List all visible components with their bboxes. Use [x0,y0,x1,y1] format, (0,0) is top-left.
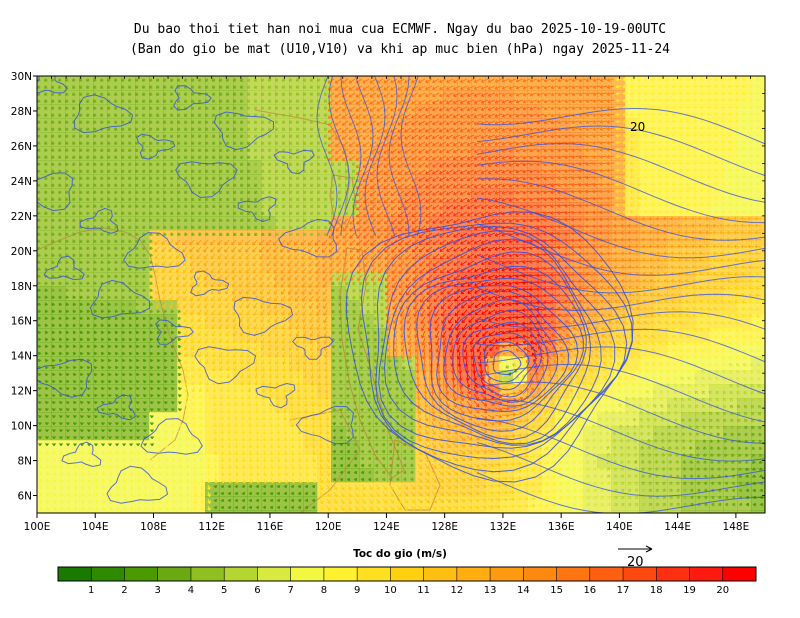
colorbar-swatch [490,567,524,581]
colorbar-tick-label: 9 [354,585,360,596]
lat-tick-label: 18N [11,281,32,293]
colorbar-tick-label: 5 [221,585,227,596]
colorbar-tick-label: 3 [155,585,161,596]
lon-tick-label: 100E [24,521,51,533]
colorbar-swatch [290,567,325,581]
colorbar-swatch [190,567,225,581]
colorbar-swatch [423,567,458,581]
colorbar-swatch [323,567,358,581]
reference-vector-label: 20 [627,555,644,570]
map-axes: 100E 104E 108E 112E 116E 120E 124E 128E 132E 136E… [11,71,765,533]
lat-tick-label: 28N [11,106,32,118]
colorbar-swatch [456,567,491,581]
colorbar-tick-label: 13 [484,585,497,596]
colorbar-tick-label: 12 [450,585,463,596]
colorbar-swatch [124,567,159,581]
colorbar-tick-label: 18 [650,585,663,596]
lon-tick-label: 148E [723,521,750,533]
colorbar-tick-label: 17 [617,585,630,596]
colorbar-tick-label: 10 [384,585,397,596]
colorbar-tick-label: 6 [254,585,260,596]
lon-tick-label: 112E [198,521,225,533]
colorbar-tick-label: 14 [517,585,530,596]
lon-tick-label: 140E [606,521,633,533]
colorbar-tick-label: 1 [88,585,94,596]
colorbar-tick-label: 2 [121,585,127,596]
lon-tick-label: 116E [257,521,284,533]
lon-tick-label: 136E [548,521,575,533]
pressure-contours [37,76,765,513]
colorbar-tick-label: 4 [188,585,194,596]
map-title-line2: (Ban do gio be mat (U10,V10) va khi ap m… [129,42,671,57]
lat-tick-label: 8N [17,456,32,468]
colorbar-swatch [257,567,291,581]
lon-tick-label: 120E [315,521,342,533]
colorbar-title: Toc do gio (m/s) [353,548,447,560]
lat-tick-label: 16N [11,316,32,328]
colorbar-tick-label: 16 [583,585,596,596]
lon-tick-label: 144E [664,521,691,533]
lon-tick-label: 108E [140,521,167,533]
colorbar-tick-label: 7 [287,585,293,596]
colorbar-swatch [589,567,624,581]
reference-vector: 20 [618,545,653,570]
colorbar-swatch [390,567,424,581]
colorbar-swatch [656,567,690,581]
map-title-line1: Du bao thoi tiet han noi mua cua ECMWF. … [133,22,667,37]
lat-tick-label: 14N [11,351,32,363]
colorbar-swatch [58,567,92,581]
colorbar-swatch [224,567,258,581]
colorbar-swatch [91,567,125,581]
lon-tick-label: 124E [373,521,400,533]
lat-tick-label: 12N [11,386,32,398]
lon-tick-label: 128E [431,521,458,533]
colorbar-tick-label: 20 [716,585,729,596]
colorbar-frame [57,566,757,582]
colorbar-tick-label: 8 [321,585,327,596]
colorbar-swatch [722,567,757,581]
lon-tick-label: 104E [82,521,109,533]
lat-tick-label: 22N [11,211,32,223]
lon-tick-label: 132E [490,521,517,533]
lat-tick-label: 24N [11,176,32,188]
lat-tick-label: 26N [11,141,32,153]
map-plot-area: 20 [37,76,765,513]
colorbar-swatch [357,567,391,581]
colorbar-swatch [689,567,724,581]
colorbar-swatch [157,567,192,581]
colorbar-swatch [523,567,557,581]
lat-tick-label: 30N [11,71,32,83]
pressure-contour-label: 20 [630,120,645,134]
lat-tick-label: 10N [11,421,32,433]
lat-tick-label: 20N [11,246,32,258]
lat-tick-label: 6N [17,491,32,503]
colorbar-swatch [556,567,591,581]
colorbar-tick-label: 11 [417,585,430,596]
colorbar-tick-label: 15 [550,585,563,596]
colorbar-tick-label: 19 [683,585,696,596]
colorbar-swatch [623,567,657,581]
colorbar: 1 2 3 4 5 6 7 8 9 10 11 12 13 14 15 16 17 18 19 20 [57,566,757,596]
